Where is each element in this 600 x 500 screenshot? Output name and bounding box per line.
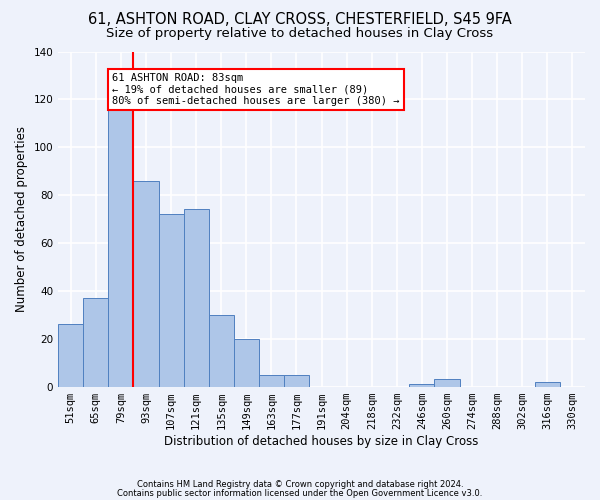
Bar xyxy=(158,214,184,386)
Bar xyxy=(133,180,158,386)
Y-axis label: Number of detached properties: Number of detached properties xyxy=(15,126,28,312)
Bar xyxy=(209,315,234,386)
Text: Contains public sector information licensed under the Open Government Licence v3: Contains public sector information licen… xyxy=(118,488,482,498)
X-axis label: Distribution of detached houses by size in Clay Cross: Distribution of detached houses by size … xyxy=(164,434,479,448)
Bar xyxy=(109,104,133,387)
Bar xyxy=(434,380,460,386)
Bar xyxy=(409,384,434,386)
Bar xyxy=(234,338,259,386)
Bar xyxy=(535,382,560,386)
Bar xyxy=(284,374,309,386)
Text: Contains HM Land Registry data © Crown copyright and database right 2024.: Contains HM Land Registry data © Crown c… xyxy=(137,480,463,489)
Bar xyxy=(184,210,209,386)
Text: 61 ASHTON ROAD: 83sqm
← 19% of detached houses are smaller (89)
80% of semi-deta: 61 ASHTON ROAD: 83sqm ← 19% of detached … xyxy=(112,73,400,106)
Bar xyxy=(83,298,109,386)
Bar xyxy=(259,374,284,386)
Text: 61, ASHTON ROAD, CLAY CROSS, CHESTERFIELD, S45 9FA: 61, ASHTON ROAD, CLAY CROSS, CHESTERFIEL… xyxy=(88,12,512,28)
Text: Size of property relative to detached houses in Clay Cross: Size of property relative to detached ho… xyxy=(106,28,494,40)
Bar xyxy=(58,324,83,386)
